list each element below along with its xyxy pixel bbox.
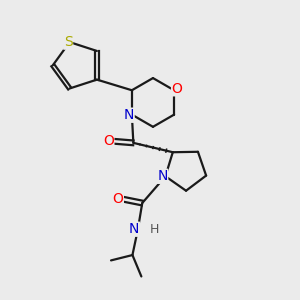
Text: N: N (157, 169, 168, 183)
Text: H: H (150, 223, 159, 236)
Text: N: N (124, 108, 134, 122)
Text: N: N (129, 222, 139, 236)
Text: S: S (64, 35, 73, 49)
Text: O: O (103, 134, 114, 148)
Text: O: O (112, 193, 123, 206)
Text: O: O (172, 82, 182, 96)
